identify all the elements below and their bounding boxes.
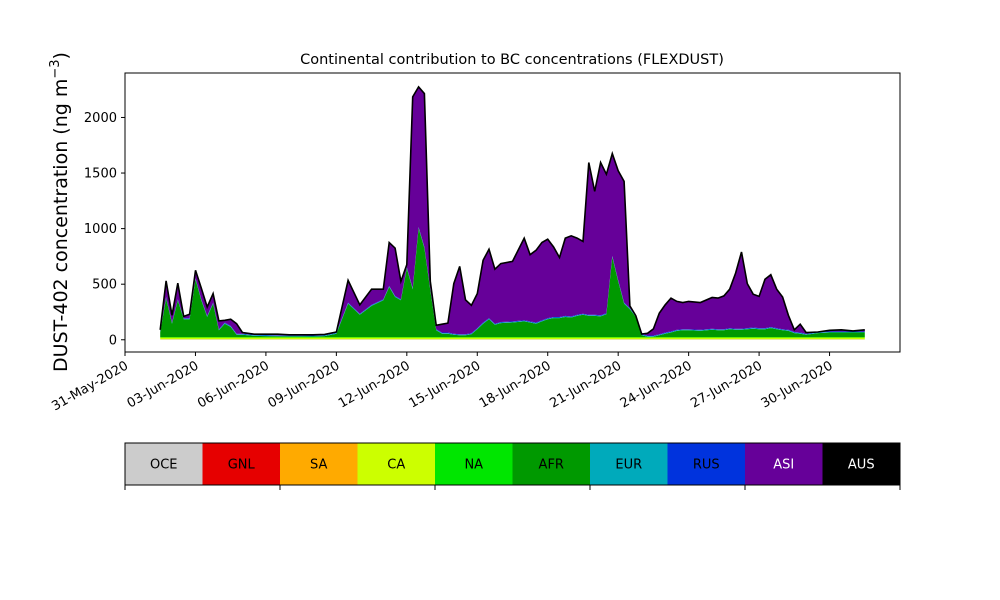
legend-colorbar: OCE GNL SA CA NA AFR EUR RUS ASI AUS xyxy=(124,442,901,490)
x-tick-label: 18-Jun-2020 xyxy=(477,358,554,411)
x-tick-label: 06-Jun-2020 xyxy=(195,358,272,411)
stacked-areas xyxy=(159,85,865,340)
x-tick-label: 24-Jun-2020 xyxy=(618,358,695,411)
area-asi xyxy=(160,86,865,336)
legend-swatch-eur xyxy=(590,443,668,485)
y-axis-label: DUST-402 concentration (ng m−3) xyxy=(48,52,72,372)
legend-label-ca: CA xyxy=(387,458,405,473)
legend-swatch-sa xyxy=(280,443,358,485)
x-tick-label: 09-Jun-2020 xyxy=(266,358,343,411)
legend-label-rus: RUS xyxy=(693,458,720,473)
legend-label-gnl: GNL xyxy=(228,458,256,473)
y-tick-label: 1000 xyxy=(84,222,117,237)
x-tick-label: 15-Jun-2020 xyxy=(406,358,483,411)
legend-label-oce: OCE xyxy=(150,458,178,473)
total-line xyxy=(159,85,865,336)
legend-label-aus: AUS xyxy=(848,458,875,473)
legend-swatch-gnl xyxy=(202,443,281,485)
y-axis-label-main: DUST-402 concentration (ng m xyxy=(50,79,72,372)
legend-swatch-ca xyxy=(357,443,436,485)
legend-swatch-oce xyxy=(125,443,203,485)
legend-label-eur: EUR xyxy=(615,458,642,473)
y-axis-label-superscript: −3 xyxy=(48,59,63,78)
x-tick-label: 27-Jun-2020 xyxy=(688,358,765,411)
chart-title: Continental contribution to BC concentra… xyxy=(300,52,724,68)
x-tick-label: 03-Jun-2020 xyxy=(125,358,202,411)
legend-label-sa: SA xyxy=(310,458,327,473)
plot-frame xyxy=(124,72,901,353)
legend-swatch-asi xyxy=(745,443,823,485)
legend-label-afr: AFR xyxy=(539,458,564,473)
legend-swatch-aus xyxy=(822,443,901,485)
y-axis-label-close: ) xyxy=(50,52,72,59)
legend-frame xyxy=(124,442,901,486)
y-tick-label: 0 xyxy=(109,333,117,348)
x-tick-label: 30-Jun-2020 xyxy=(759,358,836,411)
legend-swatch-na xyxy=(435,443,513,485)
y-tick-label: 1500 xyxy=(84,167,117,182)
y-tick-label: 500 xyxy=(92,278,117,293)
x-tick-label: 21-Jun-2020 xyxy=(547,358,624,411)
x-tick-label: 12-Jun-2020 xyxy=(336,358,413,411)
legend-label-na: NA xyxy=(464,458,483,473)
area-na xyxy=(160,337,865,338)
legend-label-asi: ASI xyxy=(773,458,794,473)
x-axis: 31-May-202003-Jun-202006-Jun-202009-Jun-… xyxy=(49,352,836,414)
y-tick-label: 2000 xyxy=(84,111,117,126)
legend-swatch-rus xyxy=(667,443,746,485)
area-ca xyxy=(160,337,865,340)
y-axis: 0 500 1000 1500 2000 xyxy=(84,111,125,348)
legend-swatch-afr xyxy=(512,443,591,485)
